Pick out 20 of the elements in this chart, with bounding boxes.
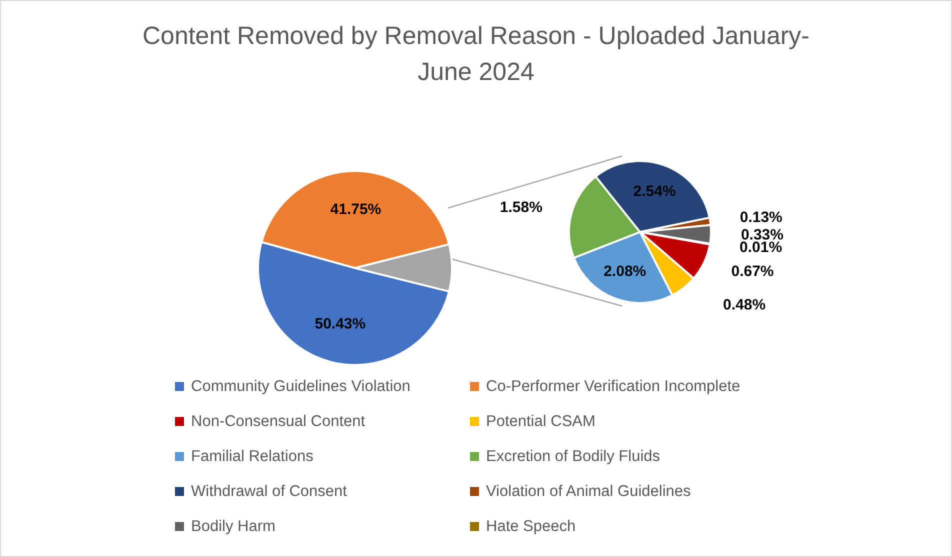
- data-label: 2.08%: [604, 262, 646, 280]
- data-label: 50.43%: [314, 315, 366, 332]
- data-label: 0.01%: [740, 238, 782, 256]
- legend-label: Violation of Animal Guidelines: [486, 482, 691, 500]
- legend-label: Withdrawal of Consent: [191, 482, 347, 500]
- legend-label: Hate Speech: [486, 518, 576, 536]
- data-label: 2.54%: [633, 183, 676, 200]
- legend-label: Non-Consensual Content: [191, 412, 366, 430]
- legend-label: Potential CSAM: [486, 412, 596, 430]
- legend-label: Co-Performer Verification Incomplete: [486, 378, 740, 396]
- chart-title: Content Removed by Removal Reason - Uploaded January-June 2024: [141, 21, 811, 88]
- data-label: 0.67%: [731, 263, 774, 280]
- legend-label: Community Guidelines Violation: [191, 378, 410, 396]
- data-label: 0.13%: [740, 209, 782, 226]
- legend-label: Excretion of Bodily Fluids: [486, 448, 660, 466]
- data-label: 0.48%: [723, 296, 766, 314]
- legend-label: Familial Relations: [191, 448, 314, 466]
- legend-label: Bodily Harm: [191, 518, 276, 536]
- data-label: 1.58%: [500, 198, 542, 216]
- data-label: 41.75%: [330, 200, 382, 218]
